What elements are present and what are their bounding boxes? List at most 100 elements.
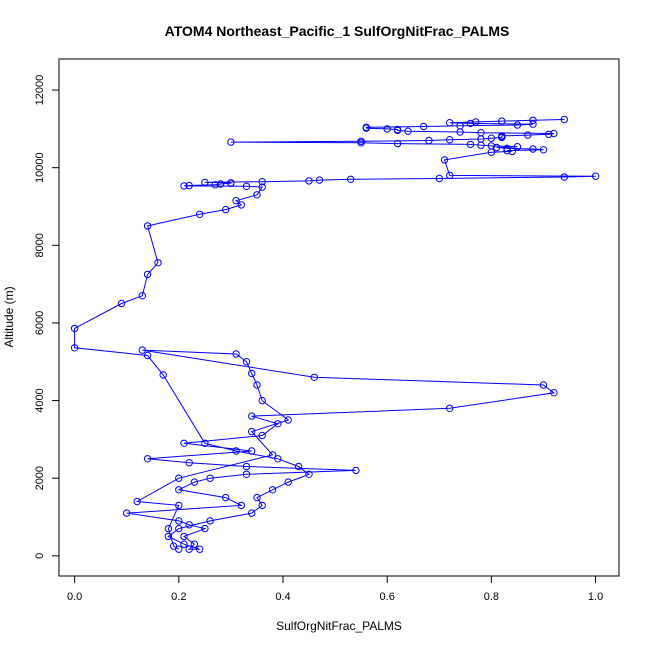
- data-point: [227, 138, 235, 146]
- data-point: [138, 292, 147, 300]
- data-point: [227, 179, 235, 187]
- data-point: [232, 197, 240, 205]
- data-point: [196, 210, 204, 219]
- x-tick-label: 0.0: [67, 591, 82, 603]
- data-point: [539, 146, 548, 154]
- data-point: [498, 132, 506, 140]
- data-point: [560, 115, 568, 124]
- data-point: [232, 447, 240, 455]
- data-point: [143, 222, 152, 230]
- data-point: [446, 171, 454, 180]
- data-point: [154, 259, 162, 267]
- data-point: [383, 125, 391, 133]
- data-point: [175, 486, 183, 494]
- data-point: [211, 181, 220, 189]
- y-axis: 0 2000 4000 6000 8000 10000 12000: [34, 75, 60, 559]
- data-point: [242, 462, 251, 471]
- series-line: [74, 119, 596, 550]
- data-point: [180, 439, 188, 447]
- data-point: [242, 358, 251, 366]
- data-point: [420, 122, 428, 131]
- data-point: [503, 144, 511, 153]
- data-point: [253, 191, 261, 199]
- data-point: [248, 447, 256, 455]
- data-point: [185, 521, 193, 529]
- data-point: [237, 201, 246, 209]
- data-point: [268, 486, 277, 494]
- y-tick-label: 12000: [34, 75, 46, 106]
- data-point: [206, 517, 214, 525]
- data-point: [180, 540, 188, 548]
- data-point: [404, 127, 412, 135]
- data-point: [242, 182, 251, 191]
- data-point: [393, 125, 402, 134]
- data-point: [315, 176, 324, 184]
- data-point: [248, 427, 256, 436]
- x-axis: 0.0 0.2 0.4 0.6 0.8 1.0: [67, 575, 603, 603]
- data-point: [159, 371, 167, 379]
- data-point: [446, 404, 454, 412]
- data-point: [253, 381, 261, 389]
- data-point: [232, 350, 240, 358]
- data-point: [284, 478, 292, 486]
- data-point: [143, 351, 152, 360]
- data-point: [466, 119, 475, 128]
- y-tick-label: 6000: [34, 311, 46, 335]
- x-tick-label: 0.4: [275, 591, 290, 603]
- data-point: [347, 175, 355, 184]
- data-point: [268, 451, 277, 459]
- data-point: [472, 118, 480, 126]
- data-point: [550, 129, 558, 138]
- x-axis-label: SulfOrgNitFrac_PALMS: [276, 619, 402, 633]
- data-point: [487, 134, 496, 142]
- data-point: [446, 119, 454, 127]
- data-point: [143, 270, 152, 279]
- data-point: [550, 389, 558, 397]
- data-point: [560, 173, 568, 181]
- data-point: [117, 299, 126, 308]
- data-point: [175, 524, 183, 533]
- data-point: [216, 180, 225, 188]
- data-point: [529, 116, 537, 125]
- x-tick-label: 0.8: [484, 591, 499, 603]
- data-point: [524, 131, 532, 139]
- data-point: [201, 524, 209, 533]
- data-point: [242, 470, 251, 478]
- data-point: [284, 416, 292, 424]
- data-point: [248, 369, 256, 378]
- data-point: [133, 497, 141, 506]
- data-point: [248, 412, 256, 420]
- data-point: [201, 178, 209, 187]
- data-point: [206, 474, 214, 482]
- series-layer: [70, 115, 600, 553]
- data-point: [513, 121, 522, 129]
- data-point: [258, 431, 266, 440]
- data-point: [253, 493, 261, 502]
- data-point: [357, 137, 365, 146]
- data-point: [440, 156, 449, 164]
- chart-title: ATOM4 Northeast_Pacific_1 SulfOrgNitFrac…: [165, 23, 510, 39]
- data-point: [185, 459, 193, 467]
- data-point: [138, 346, 147, 354]
- y-tick-label: 4000: [34, 388, 46, 412]
- data-point: [477, 129, 485, 137]
- data-point: [201, 439, 209, 447]
- data-point: [222, 205, 230, 214]
- data-point: [70, 344, 79, 352]
- data-point: [190, 478, 199, 486]
- data-point: [169, 542, 178, 550]
- data-point: [274, 420, 282, 428]
- data-point: [446, 136, 454, 144]
- data-point: [529, 120, 537, 128]
- data-point: [222, 493, 230, 502]
- data-point: [362, 123, 370, 132]
- data-point: [190, 540, 199, 548]
- data-point: [305, 470, 313, 478]
- data-point: [487, 142, 496, 150]
- data-point: [258, 178, 266, 186]
- data-point: [274, 455, 282, 463]
- data-point: [164, 524, 173, 533]
- data-point: [70, 324, 79, 333]
- data-point: [237, 501, 246, 510]
